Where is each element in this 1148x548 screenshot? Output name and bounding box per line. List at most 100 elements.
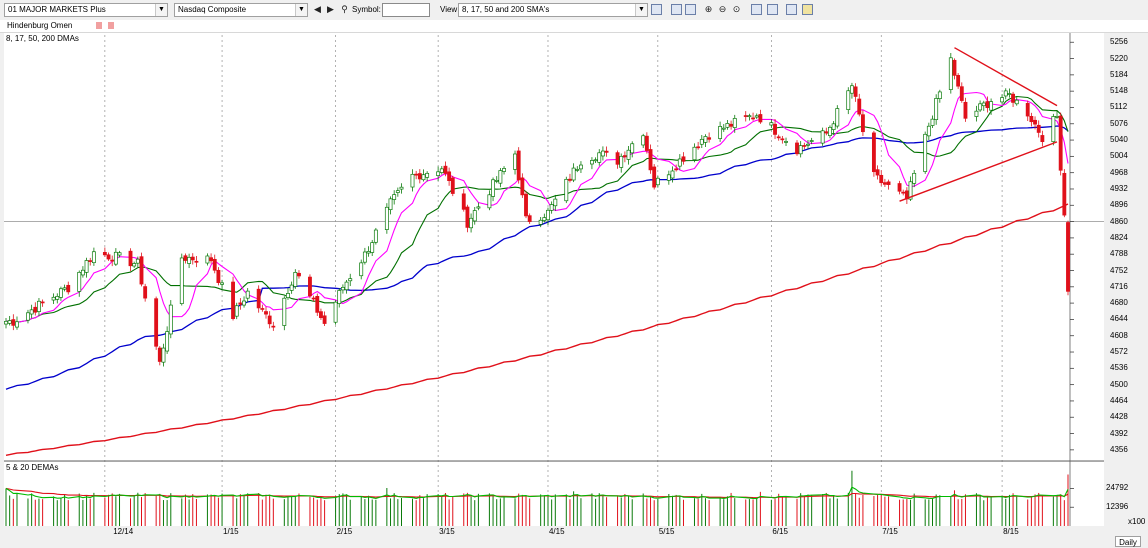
- list-icon[interactable]: [767, 4, 778, 15]
- zoom-reset-icon[interactable]: ⊙: [732, 4, 741, 14]
- candle-body: [828, 126, 832, 136]
- candle-body: [718, 126, 723, 139]
- candle-body: [674, 168, 679, 171]
- candle-body: [835, 108, 840, 127]
- candle-body: [850, 85, 854, 94]
- sma-200-line: [5, 203, 1069, 456]
- candle-body: [264, 311, 268, 315]
- candle-body: [91, 251, 96, 264]
- candle-body: [487, 194, 492, 209]
- candle-body: [516, 150, 521, 181]
- candle-body: [1033, 119, 1037, 125]
- candle-body: [721, 127, 726, 130]
- price-tick-label: 4716: [1110, 281, 1128, 291]
- candle-body: [472, 210, 477, 222]
- price-tick-label: 4428: [1110, 412, 1128, 422]
- candle-body: [293, 272, 298, 287]
- print-icon[interactable]: [671, 4, 682, 15]
- price-tick-label: 4896: [1110, 200, 1128, 210]
- candle-body: [871, 132, 876, 173]
- candle-body: [1058, 115, 1063, 171]
- date-tick-label: 12/14: [113, 527, 134, 536]
- price-tick-label: 5004: [1110, 151, 1128, 161]
- candle-body: [168, 304, 173, 335]
- price-tick-label: 5220: [1110, 53, 1128, 63]
- price-tick-label: 4824: [1110, 232, 1128, 242]
- candle-body: [681, 156, 686, 162]
- candle-body: [879, 174, 884, 184]
- list-combo[interactable]: 01 MAJOR MARKETS Plus ▼: [4, 3, 168, 17]
- candle-body: [802, 145, 807, 147]
- zoom-out-icon[interactable]: ⊖: [718, 4, 727, 14]
- candle-body: [923, 133, 928, 172]
- grid-icon[interactable]: [751, 4, 762, 15]
- chart-type-icon[interactable]: [651, 4, 662, 15]
- candle-body: [952, 59, 957, 76]
- candle-body: [344, 281, 349, 291]
- chevron-down-icon[interactable]: ▼: [635, 4, 647, 16]
- candle-body: [388, 198, 393, 211]
- candle-body: [758, 114, 763, 123]
- volume-panel[interactable]: [4, 462, 1104, 526]
- candle-body: [897, 183, 902, 192]
- previous-symbol-button[interactable]: ◀: [314, 4, 321, 14]
- price-tick-label: 4608: [1110, 330, 1128, 340]
- candle-body: [494, 179, 499, 182]
- candle-body: [604, 150, 609, 153]
- date-tick-label: 5/15: [658, 527, 675, 536]
- candle-body: [926, 125, 931, 137]
- candle-body: [948, 57, 953, 90]
- candle-body: [809, 140, 814, 142]
- price-panel[interactable]: [4, 33, 1104, 461]
- candle-body: [626, 149, 631, 160]
- symbol-input[interactable]: [382, 3, 430, 17]
- candle-body: [795, 142, 799, 155]
- candle-body: [707, 137, 712, 140]
- candle-body: [289, 284, 294, 291]
- candle-body: [769, 122, 774, 126]
- chevron-down-icon[interactable]: ▼: [295, 4, 307, 16]
- symbol-combo[interactable]: Nasdaq Composite ▼: [174, 3, 308, 17]
- candle-body: [875, 169, 880, 176]
- candle-body: [469, 217, 474, 229]
- candle-body: [135, 258, 140, 264]
- candle-body: [362, 251, 367, 263]
- candle-body: [282, 297, 287, 326]
- candle-body: [212, 258, 217, 271]
- candle-body: [963, 101, 968, 119]
- bar-chart-icon[interactable]: [786, 4, 797, 15]
- candle-body: [84, 260, 89, 273]
- candle-body: [62, 287, 67, 290]
- candle-body: [1000, 97, 1005, 103]
- price-tick-label: 5148: [1110, 86, 1128, 96]
- date-tick-label: 1/15: [223, 527, 239, 536]
- zoom-in-icon[interactable]: ⊕: [704, 4, 713, 14]
- price-tick-label: 4968: [1110, 167, 1128, 177]
- candle-body: [238, 302, 243, 305]
- candle-body: [366, 251, 371, 254]
- chevron-down-icon[interactable]: ▼: [155, 4, 167, 16]
- volume-tick-label: 12396: [1106, 502, 1129, 512]
- candle-body: [853, 86, 858, 97]
- notes-icon[interactable]: [685, 4, 696, 15]
- candle-body: [340, 286, 345, 291]
- candle-body: [798, 145, 803, 155]
- export-icon[interactable]: [802, 4, 813, 15]
- candle-body: [348, 278, 353, 282]
- date-tick-label: 6/15: [772, 527, 788, 536]
- date-tick-label: 4/15: [548, 527, 565, 536]
- candle-body: [421, 174, 426, 181]
- candle-body: [220, 282, 224, 285]
- candle-body: [461, 193, 466, 210]
- binoculars-icon[interactable]: ⚲: [341, 4, 348, 14]
- view-combo[interactable]: 8, 17, 50 and 200 SMA's ▼: [458, 3, 648, 17]
- price-tick-label: 4356: [1110, 444, 1128, 454]
- period-button[interactable]: Daily: [1115, 536, 1141, 547]
- candle-body: [1029, 116, 1034, 123]
- next-symbol-button[interactable]: ▶: [327, 4, 334, 14]
- candle-body: [102, 252, 107, 256]
- candle-body: [670, 170, 675, 179]
- indicator-marker: [96, 22, 102, 29]
- candle-body: [901, 191, 906, 194]
